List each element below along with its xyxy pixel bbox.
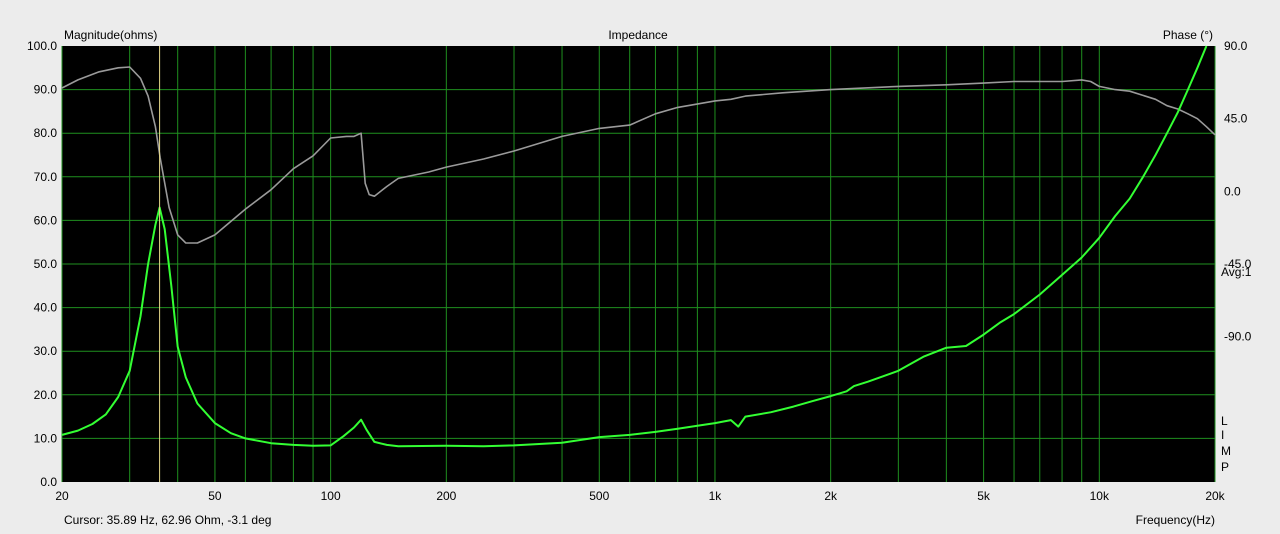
y-tick-label: 100.0 bbox=[27, 39, 57, 53]
y-tick-label: 80.0 bbox=[34, 126, 58, 140]
x-axis-title: Frequency(Hz) bbox=[1136, 513, 1215, 527]
limp-letter-p: P bbox=[1221, 460, 1229, 474]
y-tick-label: 30.0 bbox=[34, 344, 58, 358]
y2-tick-label: 90.0 bbox=[1224, 39, 1248, 53]
chart-title: Impedance bbox=[608, 28, 668, 42]
x-tick-labels: 20 50 100 200 500 1k 2k 5k 10k 20k bbox=[55, 489, 1225, 503]
cursor-readout: Cursor: 35.89 Hz, 62.96 Ohm, -3.1 deg bbox=[64, 513, 271, 527]
x-tick-label: 20 bbox=[55, 489, 69, 503]
x-tick-label: 1k bbox=[709, 489, 723, 503]
series-layer bbox=[61, 45, 1216, 448]
left-axis-title: Magnitude(ohms) bbox=[64, 28, 157, 42]
right-y-tick-labels: 90.0 45.0 0.0 -45.0 -90.0 bbox=[1224, 39, 1252, 344]
limp-label: L I M P bbox=[1221, 414, 1231, 474]
y2-tick-label: 45.0 bbox=[1224, 112, 1248, 126]
right-axis-title: Phase (°) bbox=[1163, 28, 1213, 42]
limp-letter-i: I bbox=[1221, 428, 1224, 442]
limp-letter-l: L bbox=[1221, 414, 1228, 428]
y-tick-label: 90.0 bbox=[34, 83, 58, 97]
y-tick-label: 10.0 bbox=[34, 431, 58, 445]
x-tick-label: 50 bbox=[208, 489, 222, 503]
x-tick-label: 20k bbox=[1205, 489, 1225, 503]
y-tick-label: 70.0 bbox=[34, 170, 58, 184]
y-tick-label: 40.0 bbox=[34, 301, 58, 315]
phase-curve bbox=[61, 66, 1216, 244]
y-tick-label: 20.0 bbox=[34, 388, 58, 402]
left-y-tick-labels: 0.0 10.0 20.0 30.0 40.0 50.0 60.0 70.0 80.0 90.0 1… bbox=[27, 39, 57, 489]
x-tick-label: 500 bbox=[589, 489, 609, 503]
y-tick-label: 60.0 bbox=[34, 213, 58, 227]
x-tick-label: 10k bbox=[1090, 489, 1110, 503]
y-tick-label: 0.0 bbox=[40, 475, 57, 489]
limp-letter-m: M bbox=[1221, 444, 1231, 458]
x-tick-label: 100 bbox=[321, 489, 341, 503]
y-tick-label: 50.0 bbox=[34, 257, 58, 271]
y2-tick-label: -45.0 bbox=[1224, 257, 1252, 271]
y2-tick-label: 0.0 bbox=[1224, 184, 1241, 198]
avg-label: Avg:1 bbox=[1221, 265, 1252, 279]
y2-tick-label: -90.0 bbox=[1224, 330, 1252, 344]
x-tick-label: 5k bbox=[977, 489, 991, 503]
x-tick-label: 200 bbox=[436, 489, 456, 503]
magnitude-curve bbox=[61, 45, 1208, 448]
x-tick-label: 2k bbox=[824, 489, 838, 503]
